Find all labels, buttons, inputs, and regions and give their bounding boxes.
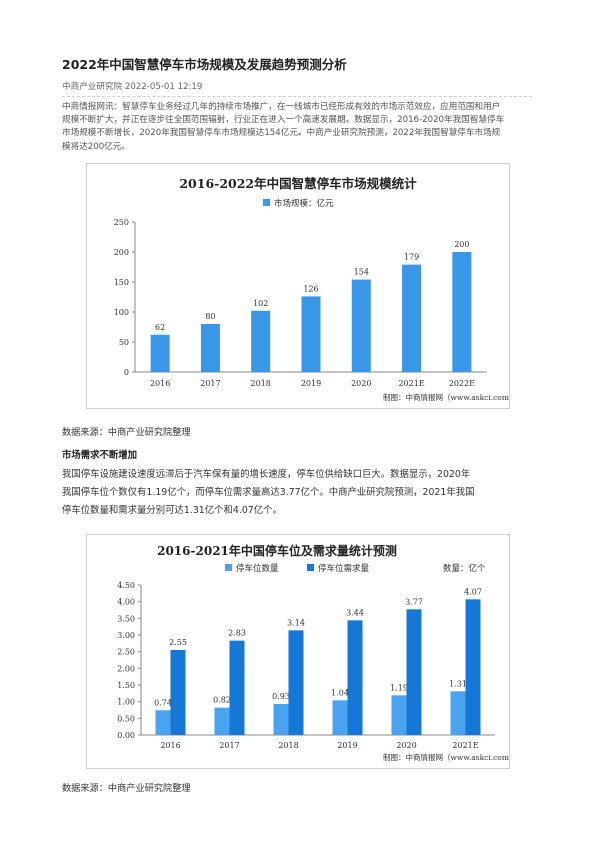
x-tick-label: 2017 [219, 741, 239, 750]
data-label: 126 [303, 284, 318, 293]
legend-label: 停车位数量 [236, 563, 279, 574]
bar-series2 [229, 640, 245, 735]
bar-series1 [332, 700, 348, 735]
bar-series2 [465, 599, 481, 735]
data-label: 179 [404, 253, 419, 262]
chart-title: 2016-2021年中国停车位及需求量统计预测 [157, 543, 397, 558]
x-tick-label: 2016 [150, 379, 170, 388]
data-label-series1: 1.31 [449, 679, 467, 688]
bar [251, 310, 271, 372]
x-tick-label: 2016 [160, 741, 180, 750]
x-tick-label: 2020 [396, 741, 416, 750]
bar-series1 [214, 707, 230, 735]
y-tick-label: 1.50 [117, 681, 135, 690]
bar [452, 252, 472, 372]
x-tick-label: 2020 [351, 379, 371, 388]
y-tick-label: 200 [114, 248, 129, 257]
y-tick-label: 2.50 [117, 648, 135, 657]
y-tick-label: 50 [119, 338, 129, 347]
bar-series1 [450, 691, 466, 735]
article-title: 2022年中国智慧停车市场规模及发展趋势预测分析 [62, 57, 347, 72]
chart-footer: 制图：中商情报网（www.askci.com） [383, 392, 509, 402]
divider [62, 96, 532, 97]
y-tick-label: 1.00 [117, 698, 135, 707]
bar [200, 324, 220, 372]
chart-footer: 制图：中商情报网（www.askci.com） [383, 752, 509, 762]
chart-market-size: 2016-2022年中国智慧停车市场规模统计市场规模：亿元 0 50 100 150 20… [86, 163, 517, 409]
x-tick-label: 2019 [301, 379, 321, 388]
legend-label: 市场规模：亿元 [274, 198, 334, 209]
data-label-series1: 1.19 [390, 683, 408, 692]
x-tick-label: 2017 [200, 379, 220, 388]
bar-series1 [155, 710, 171, 735]
x-tick-label: 2021E [452, 741, 478, 750]
section-heading: 市场需求不断增加 [62, 450, 138, 461]
data-label: 62 [155, 323, 165, 332]
chart-parking-spaces: 2016-2021年中国停车位及需求量统计预测停车位数量 停车位需求量 数量：亿个 0… [86, 534, 516, 769]
data-label: 200 [454, 240, 469, 249]
y-tick-label: 100 [114, 308, 129, 317]
y-tick-label: 3.00 [117, 631, 135, 640]
legend-swatch [263, 199, 270, 206]
bar [351, 279, 371, 372]
data-label-series2: 3.44 [346, 608, 364, 617]
data-label-series2: 4.07 [464, 587, 482, 596]
data-label-series1: 0.82 [213, 696, 231, 705]
y-tick-label: 150 [114, 278, 129, 287]
x-tick-label: 2021E [398, 379, 424, 388]
data-label-series2: 3.14 [287, 618, 305, 627]
x-tick-label: 2018 [278, 741, 298, 750]
x-tick-label: 2019 [337, 741, 357, 750]
section-line: 我国停车位个数仅有1.19亿个，而停车位需求量高达3.77亿个。中商产业研究院预… [62, 487, 475, 498]
bar-series2 [288, 630, 304, 735]
y-tick-label: 3.50 [117, 614, 135, 623]
data-source-2: 数据来源：中商产业研究院整理 [62, 783, 191, 794]
bar-series2 [170, 650, 186, 735]
data-label-series2: 3.77 [405, 597, 423, 606]
y-tick-label: 0.50 [117, 714, 135, 723]
data-label-series2: 2.83 [228, 629, 246, 638]
legend-swatch [307, 564, 314, 571]
intro-line: 中商情报网讯：智慧停车业务经过几年的持续市场推广，在一线城市已经形成有效的市场示… [62, 102, 501, 112]
y-tick-label: 4.50 [117, 581, 135, 590]
legend-swatch [225, 564, 232, 571]
chart-title: 2016-2022年中国智慧停车市场规模统计 [179, 176, 417, 191]
bar [301, 296, 321, 372]
section-line: 我国停车设施建设速度远滞后于汽车保有量的增长速度，停车位供给缺口巨大。数据显示，… [62, 469, 471, 480]
y-tick-label: 4.00 [117, 598, 135, 607]
section-line: 停车位数量和需求量分别可达1.31亿个和4.07亿个。 [62, 505, 282, 516]
data-label-series1: 0.74 [154, 698, 172, 707]
intro-paragraph: 中商情报网讯：智慧停车业务经过几年的持续市场推广，在一线城市已经形成有效的市场示… [62, 101, 532, 154]
data-label-series2: 2.55 [169, 638, 187, 647]
y-tick-label: 250 [114, 218, 129, 227]
legend-label: 停车位需求量 [318, 563, 370, 574]
bar-series2 [347, 620, 363, 735]
article-meta: 中商产业研究院 2022-05-01 12:19 [62, 82, 203, 92]
x-tick-label: 2018 [251, 379, 271, 388]
y-tick-label: 0 [124, 368, 129, 377]
y-tick-label: 2.00 [117, 664, 135, 673]
unit-label: 数量：亿个 [443, 563, 486, 574]
data-label: 102 [253, 299, 268, 308]
data-label-series1: 1.04 [331, 688, 349, 697]
bar-series1 [391, 695, 407, 735]
intro-line: 模将达200亿元。 [62, 141, 130, 152]
x-tick-label: 2022E [449, 379, 475, 388]
section-paragraph: 我国停车设施建设速度远滞后于汽车保有量的增长速度，停车位供给缺口巨大。数据显示，… [62, 466, 532, 520]
y-tick-label: 0.00 [117, 731, 135, 740]
data-label: 154 [354, 268, 369, 277]
data-label-series1: 0.93 [272, 692, 290, 701]
bar [402, 264, 422, 372]
intro-line: 规模不断扩大，并正在逐步往全国范围辐射，行业正在进入一个高速发展期。数据显示，2… [62, 115, 505, 126]
data-source-1: 数据来源：中商产业研究院整理 [62, 427, 191, 438]
bar-series2 [406, 609, 422, 735]
bar [150, 334, 170, 372]
intro-line: 市场规模不断增长，2020年我国智慧停车市场规模达154亿元。中商产业研究院预测… [62, 128, 501, 139]
bar-series1 [273, 704, 289, 735]
data-label: 80 [205, 312, 215, 321]
